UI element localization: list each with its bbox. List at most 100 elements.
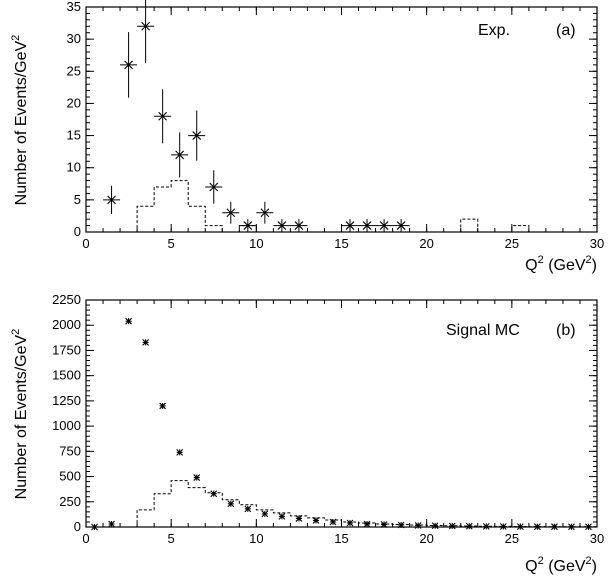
- star-marker: [482, 523, 490, 530]
- star-marker: [192, 131, 202, 140]
- star-marker: [158, 111, 168, 121]
- mc-histogram: [86, 480, 598, 528]
- star-marker: [533, 523, 541, 531]
- data-point: [329, 518, 337, 526]
- ticks-a: 0 5 10 15 20 25 30 0 5 10 15 20 25 30 35: [67, 0, 605, 251]
- data-point: [210, 490, 218, 498]
- star-marker: [380, 521, 388, 528]
- signal-mc-label: Signal MC: [446, 322, 520, 339]
- y-tick-label: 0: [74, 224, 81, 239]
- data-point: [159, 402, 167, 410]
- data-point: [108, 520, 115, 528]
- star-marker: [227, 500, 235, 508]
- y-tick-label: 1250: [52, 393, 81, 408]
- data-point: [499, 523, 507, 530]
- x-tick-label: 0: [82, 236, 89, 251]
- exp-label: Exp.: [478, 22, 510, 39]
- plot-frame-b: [85, 299, 598, 528]
- star-marker: [176, 448, 184, 456]
- x-tick-label: 5: [168, 236, 175, 251]
- x-tick-label: 15: [334, 236, 348, 251]
- star-marker: [465, 522, 473, 530]
- star-marker: [159, 402, 167, 410]
- data-point: [533, 523, 541, 531]
- y-tick-label: 35: [67, 0, 81, 14]
- star-marker: [125, 317, 132, 325]
- data-point: [273, 219, 291, 232]
- data-point: [120, 32, 138, 98]
- star-marker: [261, 510, 269, 518]
- data-point: [103, 185, 121, 214]
- data-point: [256, 201, 274, 224]
- ticks-b: 0 5 10 15 20 25 30 0 250 500 750 1000 1250 1500 1750 20…: [52, 292, 604, 546]
- star-marker: [244, 505, 252, 513]
- y-tick-label: 750: [59, 443, 81, 458]
- y-tick-label: 15: [67, 128, 81, 143]
- data-point: [414, 522, 422, 529]
- star-marker: [448, 522, 456, 530]
- star-marker: [107, 195, 116, 205]
- data-point: [91, 523, 98, 531]
- data-point: [188, 110, 206, 161]
- star-marker: [295, 515, 303, 522]
- star-marker: [346, 519, 354, 527]
- x-tick-label: 10: [249, 236, 263, 251]
- star-marker: [193, 474, 201, 481]
- star-marker: [91, 523, 98, 531]
- y-tick-label: 1750: [52, 342, 81, 357]
- data-point: [142, 338, 150, 346]
- star-marker: [363, 520, 371, 528]
- star-marker: [260, 208, 270, 218]
- x-tick-label: 30: [590, 531, 604, 546]
- y-tick-label: 250: [59, 494, 81, 509]
- ylabel-b: Number of Events/GeV2: [10, 329, 30, 500]
- y-tick-label: 2250: [52, 292, 81, 307]
- data-point: [312, 517, 320, 524]
- points-a: [103, 0, 410, 232]
- data-point: [568, 523, 575, 531]
- star-marker: [396, 221, 406, 230]
- star-marker: [175, 150, 185, 160]
- y-tick-label: 1500: [52, 368, 81, 383]
- panel-a: 0 5 10 15 20 25 30 0 5 10 15 20 25 30 35 Exp. (a) Numb…: [10, 0, 604, 274]
- x-tick-label: 0: [82, 531, 89, 546]
- star-marker: [278, 513, 286, 520]
- data-point: [193, 474, 201, 481]
- points-b: [91, 317, 592, 531]
- star-marker: [568, 523, 575, 531]
- star-marker: [124, 60, 133, 70]
- star-marker: [312, 517, 320, 524]
- y-tick-label: 25: [67, 63, 81, 78]
- star-marker: [397, 521, 405, 529]
- data-point: [363, 520, 371, 528]
- star-marker: [585, 523, 592, 531]
- y-tick-label: 20: [67, 95, 81, 110]
- panel-label-b: (b): [556, 322, 576, 339]
- x-tick-label: 15: [334, 531, 348, 546]
- x-tick-label: 5: [168, 531, 175, 546]
- star-marker: [210, 490, 218, 498]
- x-tick-label: 30: [590, 236, 604, 251]
- data-point: [380, 521, 388, 528]
- data-point: [176, 448, 184, 456]
- x-tick-label: 20: [419, 531, 433, 546]
- histogram-a: [86, 180, 597, 233]
- x-tick-label: 20: [419, 236, 433, 251]
- star-marker: [362, 221, 372, 230]
- data-point: [244, 505, 252, 513]
- xlabel-b: Q2 (GeV2): [525, 555, 597, 575]
- star-marker: [379, 221, 389, 230]
- star-marker: [226, 208, 236, 218]
- data-point: [465, 522, 473, 530]
- xlabel-a: Q2 (GeV2): [525, 254, 597, 274]
- y-tick-label: 5: [74, 192, 81, 207]
- star-marker: [294, 221, 304, 230]
- x-tick-label: 10: [249, 531, 263, 546]
- star-marker: [516, 523, 524, 530]
- y-tick-label: 1000: [52, 418, 81, 433]
- data-point: [171, 132, 189, 178]
- ylabel-a: Number of Events/GeV2: [10, 35, 30, 206]
- star-marker: [243, 221, 253, 230]
- data-point: [125, 317, 132, 325]
